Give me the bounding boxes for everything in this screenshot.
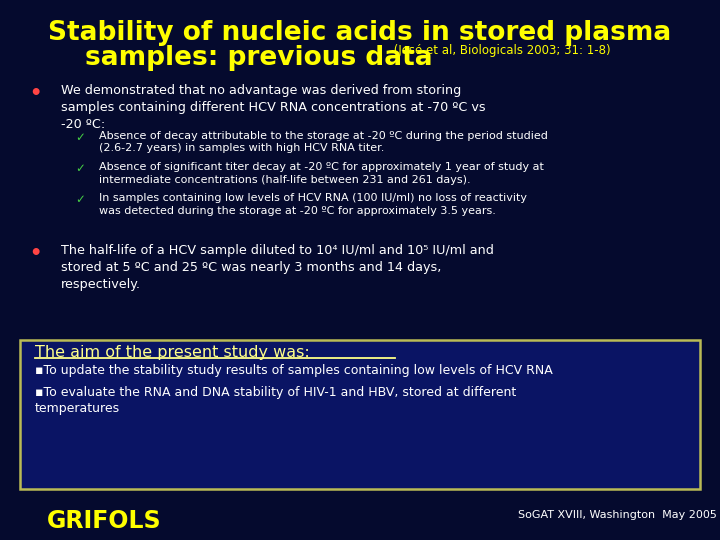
Text: We demonstrated that no advantage was derived from storing
samples containing di: We demonstrated that no advantage was de… [61, 84, 486, 131]
Text: •: • [29, 244, 41, 263]
Text: The aim of the present study was:: The aim of the present study was: [35, 345, 310, 360]
Text: samples: previous data: samples: previous data [86, 45, 433, 71]
Text: SoGAT XVIII, Washington  May 2005: SoGAT XVIII, Washington May 2005 [518, 510, 717, 521]
Text: ✓: ✓ [76, 193, 86, 206]
Text: GRIFOLS: GRIFOLS [47, 509, 161, 532]
Text: Stability of nucleic acids in stored plasma: Stability of nucleic acids in stored pla… [48, 20, 672, 46]
Text: Absence of decay attributable to the storage at -20 ºC during the period studied: Absence of decay attributable to the sto… [99, 131, 548, 153]
Text: ▪To evaluate the RNA and DNA stability of HIV-1 and HBV, stored at different
tem: ▪To evaluate the RNA and DNA stability o… [35, 386, 516, 415]
Text: The half-life of a HCV sample diluted to 10⁴ IU/ml and 10⁵ IU/ml and
stored at 5: The half-life of a HCV sample diluted to… [61, 244, 494, 292]
Text: ✓: ✓ [76, 162, 86, 175]
Text: ✓: ✓ [76, 131, 86, 144]
Text: •: • [29, 84, 41, 103]
Text: ▪To update the stability study results of samples containing low levels of HCV R: ▪To update the stability study results o… [35, 364, 552, 377]
Text: (José et al, Biologicals 2003; 31: 1-8): (José et al, Biologicals 2003; 31: 1-8) [390, 44, 611, 57]
Text: Absence of significant titer decay at -20 ºC for approximately 1 year of study a: Absence of significant titer decay at -2… [99, 162, 544, 185]
Text: In samples containing low levels of HCV RNA (100 IU/ml) no loss of reactivity
wa: In samples containing low levels of HCV … [99, 193, 527, 216]
